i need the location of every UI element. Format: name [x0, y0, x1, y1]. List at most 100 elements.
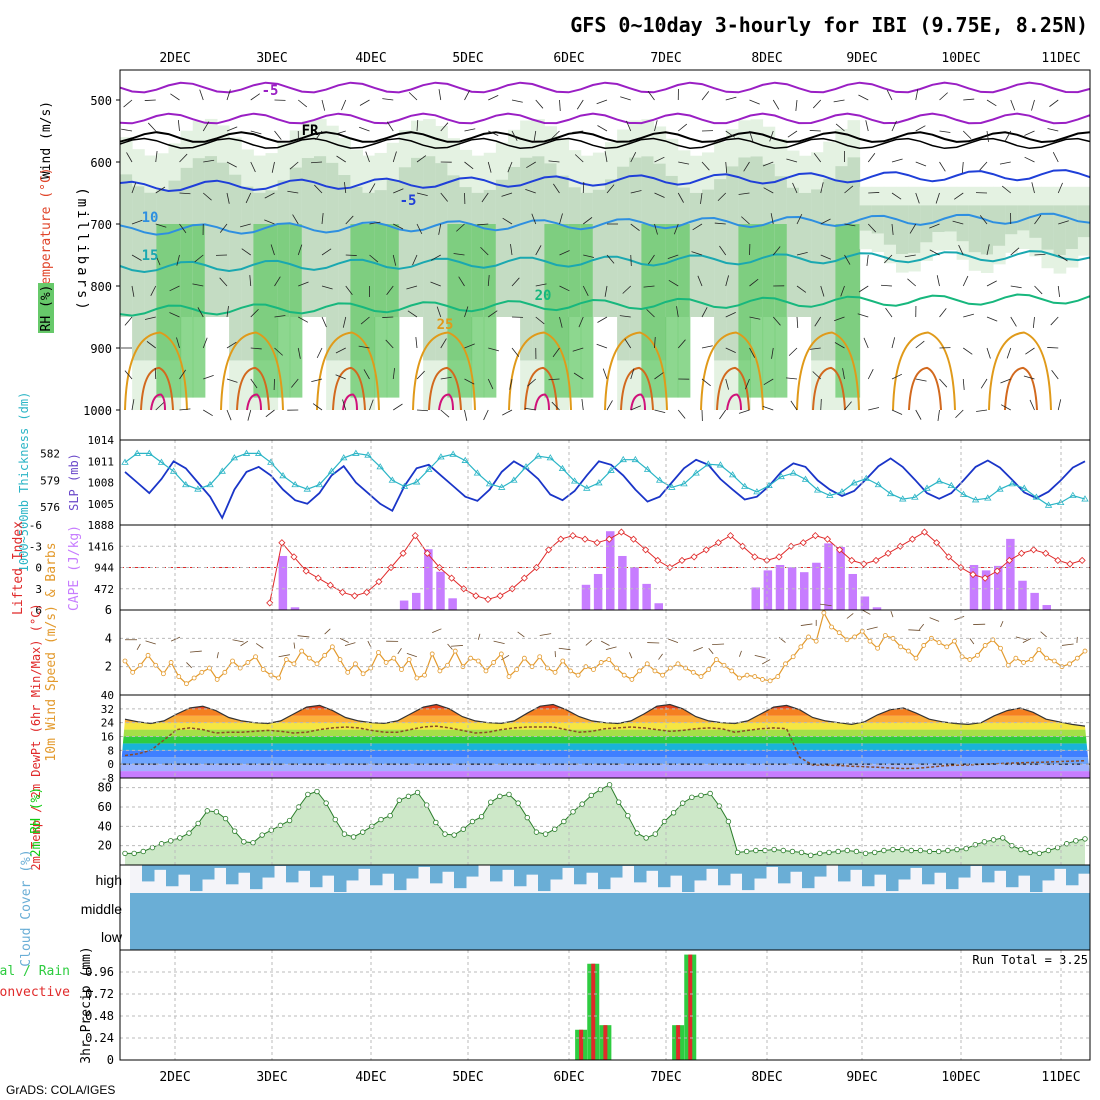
- li-marker: [1054, 556, 1062, 564]
- wind-barb: [654, 372, 664, 380]
- wind-barb: [226, 89, 231, 101]
- wind-barb: [820, 398, 822, 411]
- high-cloud-cell: [898, 865, 911, 880]
- wind-barb: [203, 159, 215, 163]
- wind-barb: [297, 244, 303, 256]
- wind-barb: [517, 631, 525, 638]
- wind-barb: [796, 213, 803, 225]
- wind-barb: [131, 285, 135, 297]
- li-marker: [872, 556, 880, 564]
- cape-bar: [860, 596, 870, 610]
- rh-marker: [186, 830, 192, 836]
- wind-barb: [250, 130, 262, 135]
- wind-barb: [792, 182, 798, 194]
- wind-barb: [725, 275, 729, 287]
- thickness-marker: [546, 454, 555, 461]
- wind-barb: [749, 316, 761, 320]
- precip-convective-bar: [603, 1025, 608, 1060]
- rh-marker: [826, 849, 832, 856]
- precip-axis-label: 3hr Precip (mm): [79, 946, 94, 1063]
- wind-barb: [800, 623, 813, 626]
- thickness-marker: [923, 484, 931, 491]
- thickness-marker: [607, 466, 615, 473]
- high-cloud-cell: [370, 865, 383, 886]
- rh-marker: [222, 815, 229, 822]
- li-axis-label: Lifted Index: [11, 521, 26, 615]
- rh-marker: [1073, 838, 1079, 844]
- footer-credit: GrADS: COLA/IGES: [6, 1083, 115, 1097]
- wind-barb: [725, 96, 737, 101]
- wind-barb: [416, 223, 423, 235]
- wind-barb: [464, 128, 476, 132]
- li-marker: [811, 532, 819, 540]
- li-marker: [375, 578, 383, 586]
- wind-speed-marker: [552, 669, 558, 675]
- wind-barb: [121, 128, 133, 132]
- wind-barb: [551, 401, 560, 411]
- high-cloud-cell: [1054, 865, 1067, 869]
- thickness-marker: [996, 485, 1004, 492]
- wind-speed-marker: [168, 660, 174, 665]
- li-marker: [1030, 546, 1038, 554]
- wind-barb: [646, 309, 655, 318]
- wind-speed-marker: [276, 675, 282, 681]
- thickness-marker: [886, 489, 895, 497]
- wind-barb: [123, 99, 133, 108]
- wind-speed-marker: [975, 652, 980, 658]
- wind-barb: [289, 161, 299, 170]
- wind-barb: [493, 640, 505, 644]
- bottom-date-label: 8DEC: [751, 1070, 782, 1085]
- high-cloud-cell: [262, 865, 275, 878]
- cloud-level-label: middle: [81, 901, 122, 917]
- wind-barb: [247, 409, 252, 421]
- wind-barb: [155, 151, 158, 163]
- wind-speed-marker: [130, 669, 136, 675]
- wind-barb: [144, 316, 156, 320]
- wind-barb: [1010, 99, 1016, 111]
- high-cloud-cell: [706, 865, 719, 869]
- wind-barb: [918, 623, 925, 630]
- li-marker: [884, 549, 892, 557]
- wind-barb: [952, 220, 964, 225]
- wind-barb: [958, 244, 964, 256]
- temp-band: [120, 695, 1090, 702]
- wind-speed-marker: [422, 672, 427, 678]
- wind-speed-marker: [737, 675, 742, 681]
- wind-barb: [511, 347, 520, 357]
- wind-speed-marker: [429, 651, 435, 657]
- wind-barb: [1049, 99, 1059, 107]
- wind-barb: [667, 254, 679, 259]
- wind10m-axis-label: 10m Wind Speed (m/s) & Barbs: [44, 542, 59, 761]
- li-marker: [654, 556, 662, 564]
- wind-barb: [787, 130, 798, 138]
- wind-barb: [820, 218, 831, 225]
- thickness-marker: [1044, 501, 1053, 508]
- temp-tick-label: 0: [107, 758, 114, 771]
- wind-barb: [935, 192, 940, 204]
- wind-speed-marker: [721, 662, 727, 668]
- wind-speed-marker: [184, 681, 189, 687]
- wind-barb: [691, 251, 703, 256]
- wind-barb: [150, 285, 157, 296]
- wind-speed-marker: [337, 657, 343, 662]
- wind-barb: [464, 409, 468, 421]
- wind-barb: [1058, 220, 1069, 225]
- wind-barb: [440, 192, 448, 202]
- high-cloud-cell: [694, 865, 707, 881]
- wind-barb: [749, 278, 759, 287]
- high-cloud-cell: [514, 865, 527, 887]
- wind-barb: [763, 187, 774, 194]
- wind-barb: [456, 223, 465, 232]
- wind-barb: [647, 90, 655, 101]
- li-marker: [363, 588, 371, 596]
- wind-barb: [1024, 130, 1035, 136]
- wind-speed-marker: [644, 661, 650, 667]
- rh-cell: [411, 157, 424, 317]
- thickness-marker: [1056, 498, 1065, 506]
- top-date-label: 11DEC: [1041, 51, 1080, 66]
- wind-barb: [250, 347, 262, 350]
- rh-marker: [771, 846, 777, 853]
- wind-barb: [502, 409, 513, 416]
- thickness-marker: [522, 463, 530, 470]
- rh-cell: [871, 205, 885, 234]
